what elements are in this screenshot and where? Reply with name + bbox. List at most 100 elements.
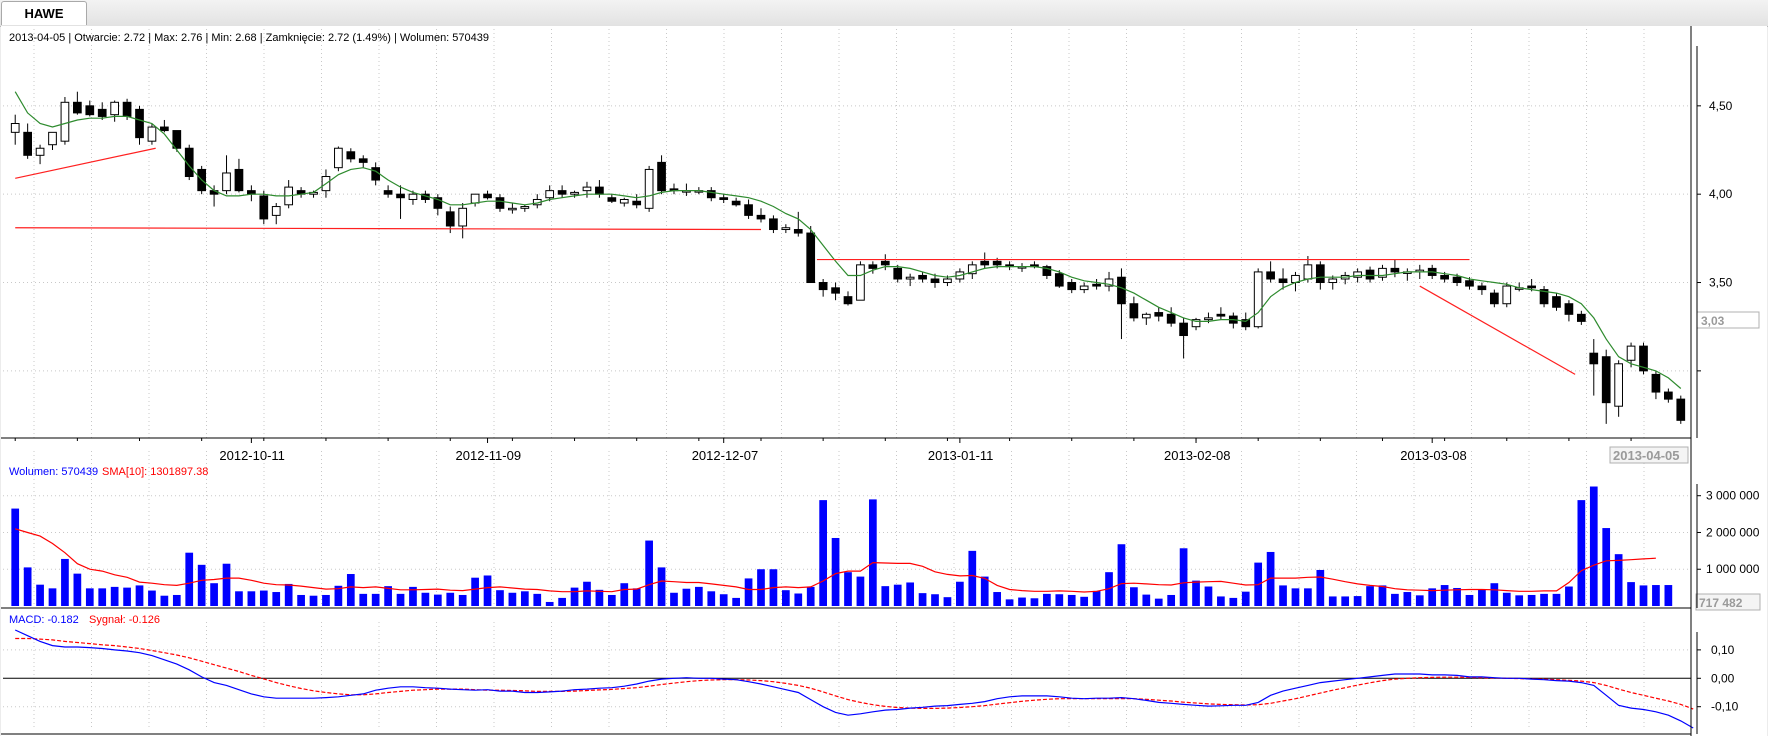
- candle-body: [1067, 282, 1077, 291]
- candle-body: [1527, 285, 1536, 289]
- volume-bar: [1589, 486, 1598, 606]
- volume-bar: [980, 576, 989, 606]
- volume-bar: [1540, 593, 1548, 606]
- volume-bar: [1030, 598, 1039, 606]
- candle-body: [595, 186, 604, 195]
- volume-bar: [1304, 588, 1312, 606]
- candle-body: [893, 267, 903, 280]
- volume-bar: [1478, 589, 1486, 606]
- volume-bar: [943, 597, 952, 606]
- candle-body: [843, 296, 853, 305]
- candle-body: [1651, 373, 1661, 393]
- date-tick-label: 2012-10-11: [219, 448, 285, 463]
- volume-bar: [645, 540, 653, 606]
- volume-axis: 3 000 000 2 000 000 1 000 000: [1697, 489, 1760, 576]
- volume-bar: [483, 575, 492, 606]
- volume-bar: [1217, 596, 1225, 606]
- candle-body: [222, 172, 231, 192]
- volume-bar: [844, 572, 852, 606]
- candle-body: [1477, 285, 1487, 291]
- candle-body: [806, 232, 816, 284]
- trend-line: [15, 147, 156, 179]
- chart-canvas[interactable]: 2013-04-05 | Otwarcie: 2.72 | Max: 2.76 …: [1, 26, 1767, 736]
- volume-bar: [881, 586, 890, 606]
- volume-bar: [794, 593, 803, 606]
- candle-body: [1154, 312, 1164, 317]
- volume-legend: Wolumen: 570439: [9, 466, 98, 478]
- candle-body: [458, 207, 468, 227]
- volume-bar: [1005, 599, 1014, 606]
- volume-bar: [1515, 595, 1524, 606]
- candle-body: [868, 264, 878, 269]
- candle-body: [1614, 363, 1623, 407]
- volume-bar: [1179, 548, 1188, 606]
- volume-bar: [210, 583, 218, 606]
- volume-bar: [869, 499, 877, 606]
- candle-body: [172, 130, 182, 149]
- volume-current-marker: 717 482: [1695, 593, 1761, 611]
- candle-body: [1266, 271, 1275, 280]
- candle-body: [408, 193, 418, 200]
- volume-bar: [36, 584, 44, 606]
- candle-body: [396, 193, 405, 199]
- candle-body: [23, 131, 32, 156]
- candle-body: [1601, 356, 1611, 404]
- volume-bar: [1043, 593, 1051, 606]
- volume-bar: [1154, 598, 1163, 606]
- trend-line: [1419, 285, 1576, 375]
- volume-bar: [496, 590, 504, 606]
- volume-bar: [1465, 594, 1474, 606]
- volume-bar: [682, 588, 691, 606]
- candle-body: [818, 282, 828, 291]
- candle-body: [1564, 303, 1574, 315]
- candle-body: [147, 126, 157, 142]
- volume-bar: [719, 594, 728, 606]
- volume-bar: [384, 586, 392, 606]
- macd-legend: MACD: -0.182: [9, 614, 79, 626]
- candle-body: [1315, 264, 1325, 284]
- volume-tick-label: 1 000 000: [1706, 562, 1760, 576]
- volume-bar: [1428, 588, 1437, 606]
- candle-body: [1079, 285, 1089, 291]
- candle-body: [856, 264, 865, 301]
- candle-body: [358, 158, 368, 163]
- date-axis: 2012-10-11 2012-11-09 2012-12-07 2013-01-11…: [14, 438, 1632, 463]
- candle-body: [110, 101, 120, 116]
- volume-bar: [1192, 580, 1200, 606]
- volume-bar: [1266, 551, 1275, 606]
- candle-body: [73, 101, 82, 114]
- volume-tick-label: 3 000 000: [1706, 489, 1760, 503]
- volume-bar: [1602, 528, 1611, 606]
- candle-body: [371, 167, 381, 181]
- volume-bar: [322, 594, 330, 606]
- candle-body: [1042, 266, 1052, 276]
- volume-bar: [148, 590, 156, 606]
- volume-bar: [1415, 595, 1424, 606]
- candle-body: [632, 200, 642, 206]
- candle-body: [433, 197, 443, 209]
- candle-body: [545, 190, 555, 199]
- volume-bar: [595, 589, 604, 606]
- volume-bar: [359, 593, 368, 606]
- price-tick-label: 4,50: [1709, 99, 1733, 113]
- volume-bar: [471, 577, 479, 606]
- volume-bar: [1142, 594, 1151, 606]
- candle-body: [1465, 280, 1474, 287]
- current-volume-box: [1695, 593, 1761, 611]
- volume-bar: [1067, 594, 1076, 606]
- volume-sma-legend: SMA[10]: 1301897.38: [102, 466, 208, 478]
- volume-bar: [1440, 585, 1449, 606]
- volume-bar: [1366, 586, 1374, 606]
- volume-bar: [396, 593, 405, 606]
- panel-frames: [1, 26, 1698, 736]
- candle-body: [1390, 267, 1400, 273]
- volume-bar: [781, 590, 790, 606]
- candle-body: [135, 108, 144, 139]
- date-tick-label: 2013-01-11: [928, 448, 994, 463]
- tab-hawe[interactable]: HAWE: [1, 1, 87, 25]
- candle-body: [1092, 283, 1101, 287]
- volume-bar: [1639, 585, 1648, 606]
- candle-body: [1378, 267, 1387, 278]
- signal-line: [15, 637, 1694, 710]
